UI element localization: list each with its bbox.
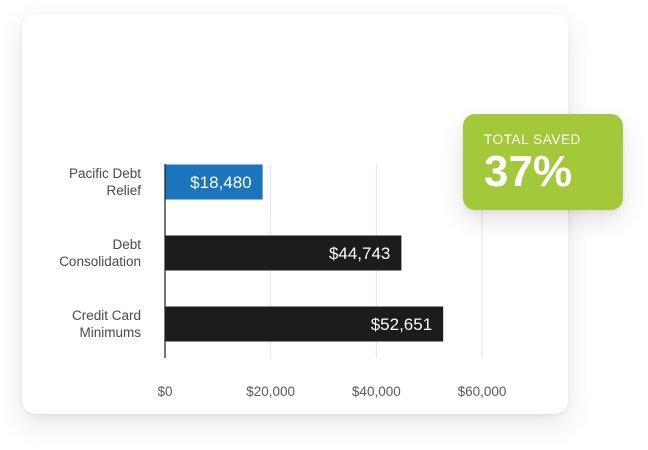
category-label: Debt Consolidation <box>59 237 141 269</box>
category-label: Pacific Debt Relief <box>69 166 141 198</box>
bar <box>165 306 444 342</box>
category-label: Credit Card Minimums <box>72 308 141 340</box>
bar-value-label: $44,743 <box>329 244 390 263</box>
total-saved-value: 37% <box>484 147 573 196</box>
x-tick-label: $20,000 <box>246 384 295 399</box>
x-tick-label: $0 <box>157 384 172 399</box>
chart-card <box>22 14 568 414</box>
bar <box>165 235 402 271</box>
total-saved-label: TOTAL SAVED <box>484 132 581 147</box>
bar-value-label: $18,480 <box>190 173 251 192</box>
bar-value-label: $52,651 <box>371 315 432 334</box>
x-tick-label: $60,000 <box>458 384 507 399</box>
bar <box>165 164 263 200</box>
x-tick-label: $40,000 <box>352 384 401 399</box>
total-saved-badge: TOTAL SAVED 37% <box>463 114 623 210</box>
